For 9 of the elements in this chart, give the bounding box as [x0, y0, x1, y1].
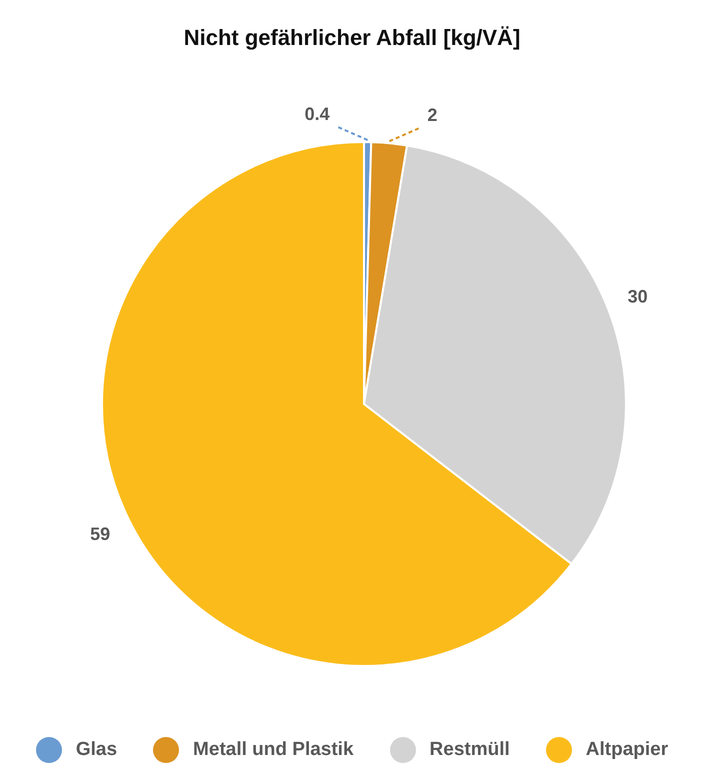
data-label: 59	[90, 524, 110, 544]
legend-label: Restmüll	[430, 739, 510, 761]
data-label: 2	[427, 105, 438, 126]
chart-title: Nicht gefährlicher Abfall [kg/VÄ]	[182, 24, 522, 52]
legend-label: Altpapier	[586, 739, 668, 761]
data-label: 30	[628, 286, 648, 306]
legend-label: Glas	[76, 739, 118, 761]
legend-label: Metall und Plastik	[193, 739, 354, 761]
data-label: 0.4	[304, 104, 330, 124]
